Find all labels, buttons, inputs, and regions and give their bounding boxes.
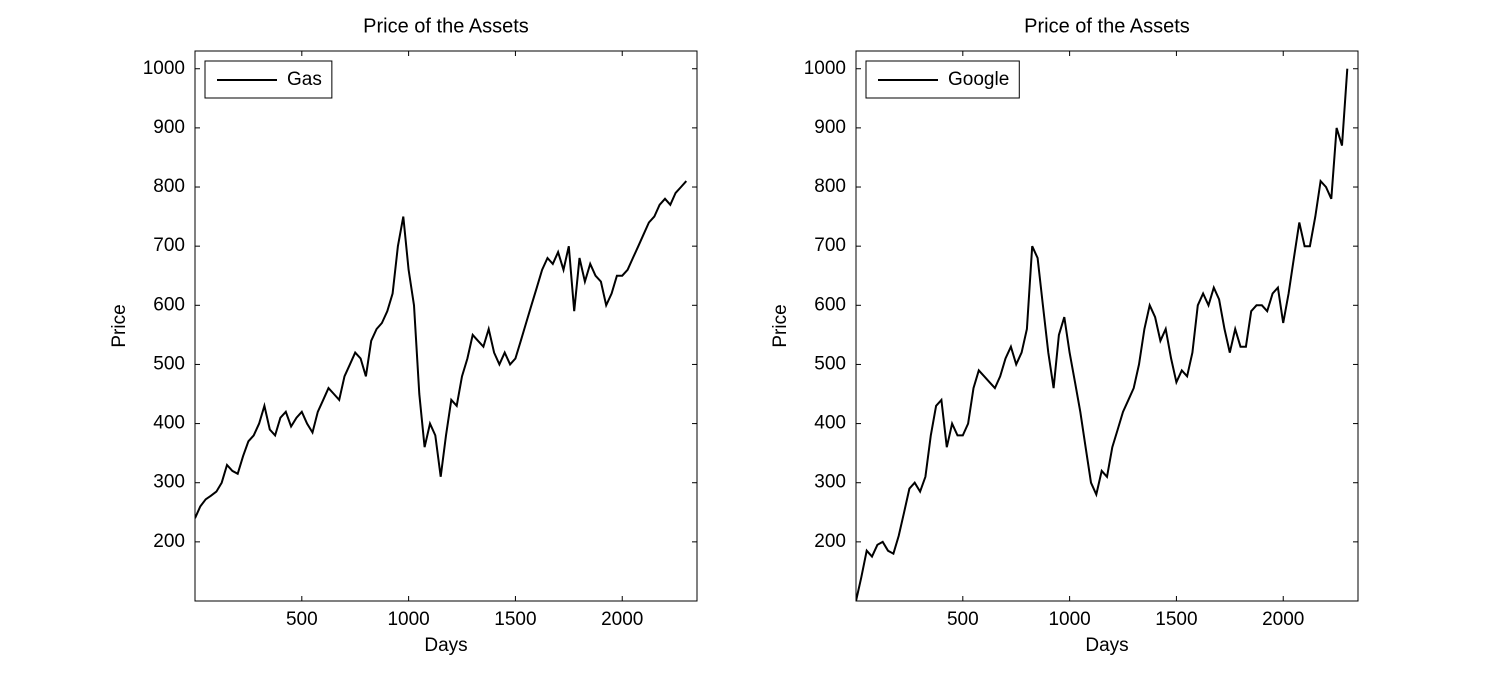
y-tick-label: 900 <box>153 117 185 138</box>
legend-label: Gas <box>287 69 322 90</box>
legend-label: Google <box>948 69 1009 90</box>
y-tick-label: 900 <box>814 117 846 138</box>
x-axis-label: Days <box>1085 635 1128 656</box>
y-axis-label: Price <box>770 304 791 347</box>
x-tick-label: 500 <box>947 609 979 630</box>
y-tick-label: 200 <box>814 531 846 552</box>
x-tick-label: 1000 <box>387 609 429 630</box>
axes: Price of the Assets Days Price 500 1000 1500 2… <box>770 15 1359 656</box>
axes: Price of the Assets Days Price 500 1000 1500 2… <box>109 15 698 656</box>
x-tick-label: 1500 <box>1155 609 1197 630</box>
y-tick-label: 300 <box>814 472 846 493</box>
plot-area <box>855 50 1359 602</box>
y-tick-label: 400 <box>153 413 185 434</box>
y-tick-label: 500 <box>814 353 846 374</box>
y-axis-label: Price <box>109 304 130 347</box>
x-tick-label: 500 <box>286 609 318 630</box>
x-axis-label: Days <box>424 635 467 656</box>
legend: Google <box>865 60 1020 99</box>
x-tick-label: 2000 <box>601 609 643 630</box>
y-tick-label: 500 <box>153 353 185 374</box>
y-tick-label: 700 <box>153 235 185 256</box>
chart-title: Price of the Assets <box>1024 15 1190 37</box>
x-tick-label: 1000 <box>1048 609 1090 630</box>
y-tick-label: 1000 <box>804 58 846 79</box>
price-line <box>856 68 1349 601</box>
y-tick-label: 1000 <box>143 58 185 79</box>
x-tick-label: 1500 <box>494 609 536 630</box>
y-tick-label: 400 <box>814 413 846 434</box>
y-tick-label: 800 <box>814 176 846 197</box>
price-line <box>195 180 688 519</box>
y-tick-label: 800 <box>153 176 185 197</box>
y-tick-label: 600 <box>153 294 185 315</box>
x-tick-label: 2000 <box>1262 609 1304 630</box>
plot-area <box>194 50 698 602</box>
y-tick-label: 300 <box>153 472 185 493</box>
y-tick-label: 200 <box>153 531 185 552</box>
y-tick-label: 700 <box>814 235 846 256</box>
legend: Gas <box>204 60 333 99</box>
y-tick-label: 600 <box>814 294 846 315</box>
chart-title: Price of the Assets <box>363 15 529 37</box>
